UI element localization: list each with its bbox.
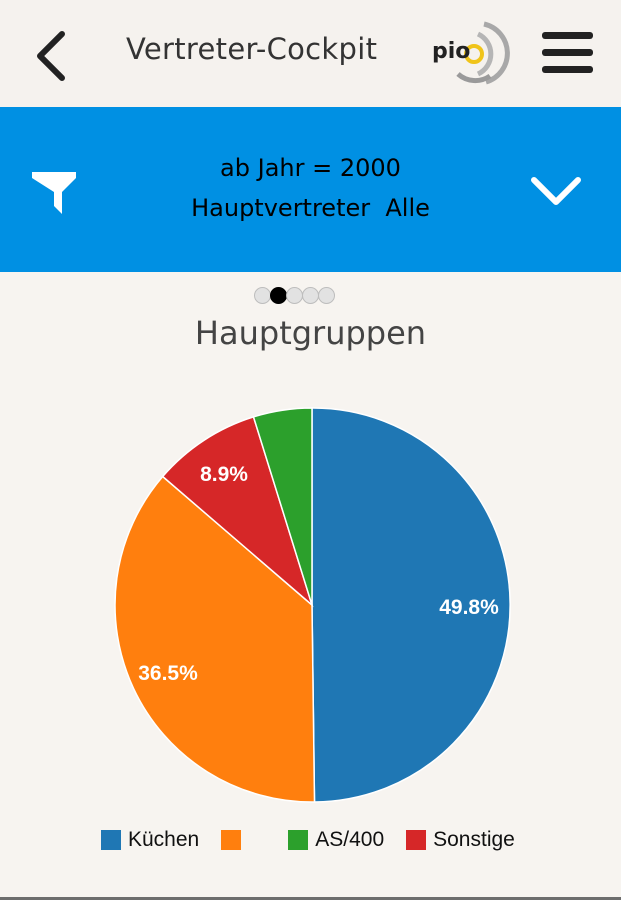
legend-label: Sonstige (433, 828, 515, 851)
label-sonstige: 8.9% (200, 463, 248, 486)
page-indicator[interactable] (254, 287, 335, 307)
legend-swatch (288, 830, 309, 850)
legend-label: AS/400 (315, 828, 385, 851)
legend-swatch (101, 830, 121, 850)
app-header: Vertreter-Cockpit pio (0, 0, 621, 107)
legend-item-kuechen[interactable]: Küchen (101, 828, 199, 852)
bottom-divider (0, 897, 621, 900)
filter-year: ab Jahr = 2000 (220, 154, 401, 182)
funnel-icon[interactable] (30, 170, 78, 216)
page-title: Vertreter-Cockpit (126, 32, 378, 66)
label-unnamed: 36.5% (138, 662, 198, 685)
filter-representative: Hauptvertreter Alle (191, 194, 430, 222)
legend-item-unnamed[interactable] (221, 830, 248, 850)
legend-swatch (406, 830, 427, 850)
pie-slice-sonstige[interactable] (161, 415, 314, 608)
legend-label: Küchen (128, 828, 200, 851)
legend-item-sonstige[interactable]: Sonstige (406, 828, 515, 852)
legend-item-as400[interactable]: AS/400 (288, 828, 384, 852)
pie-slice-kuechen[interactable] (311, 407, 511, 803)
hamburger-menu-icon[interactable] (540, 30, 595, 76)
filter-summary[interactable]: ab Jahr = 2000 Hauptvertreter Alle (0, 148, 621, 228)
pie-slice-unnamed[interactable] (114, 475, 316, 803)
page-dot-5[interactable] (318, 287, 335, 304)
filter-bar[interactable] (0, 107, 621, 272)
chevron-down-icon[interactable] (528, 172, 584, 208)
logo-text: pio (432, 39, 470, 64)
chart-legend: Küchen AS/400 Sonstige (101, 828, 537, 852)
chart-title: Hauptgruppen (194, 314, 427, 352)
label-kuechen: 49.8% (439, 596, 499, 619)
back-chevron-icon[interactable] (30, 28, 74, 84)
pie-slice-as400[interactable] (252, 407, 313, 606)
legend-swatch (221, 830, 242, 850)
pio-logo-icon: pio (432, 21, 510, 85)
